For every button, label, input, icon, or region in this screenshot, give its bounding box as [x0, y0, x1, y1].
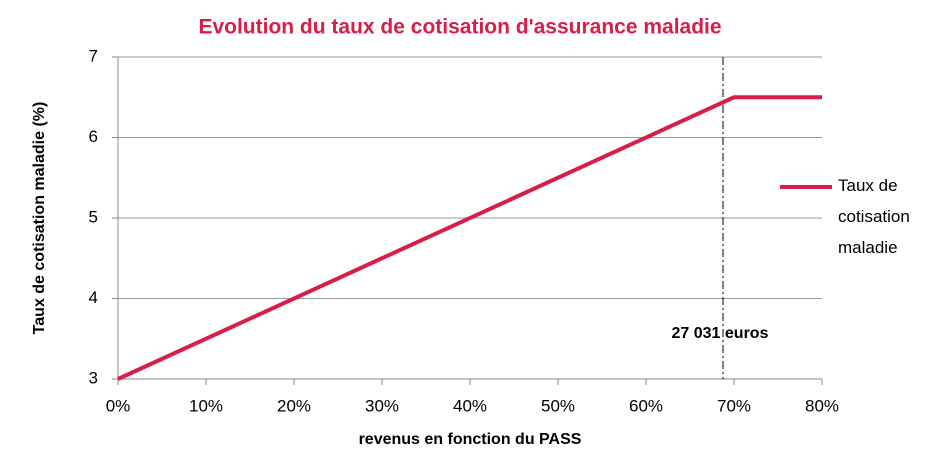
y-tick-label: 4: [89, 288, 98, 307]
x-tick-label: 30%: [365, 396, 399, 415]
chart-title: Evolution du taux de cotisation d'assura…: [198, 16, 721, 39]
annotation: 27 031 euros: [672, 325, 769, 342]
x-tick-label: 10%: [189, 396, 223, 415]
y-tick-label: 3: [89, 368, 98, 387]
x-tick-label: 0%: [106, 396, 131, 415]
x-tick-label: 60%: [629, 396, 663, 415]
x-tick-label: 50%: [541, 396, 575, 415]
data-line: [117, 95, 822, 381]
x-axis-label: revenus en fonction du PASS: [359, 431, 582, 448]
x-tick-label: 80%: [805, 396, 839, 415]
legend-label: Taux de cotisation maladie: [838, 176, 910, 257]
y-tick-label: 6: [89, 127, 98, 146]
y-tick-label: 7: [89, 46, 98, 65]
x-tick-label: 20%: [277, 396, 311, 415]
y-tick-label: 5: [89, 207, 98, 226]
x-tick-label: 40%: [453, 396, 487, 415]
y-axis-label: Taux de cotisation maladie (%): [31, 102, 48, 335]
x-tick-label: 70%: [717, 396, 751, 415]
